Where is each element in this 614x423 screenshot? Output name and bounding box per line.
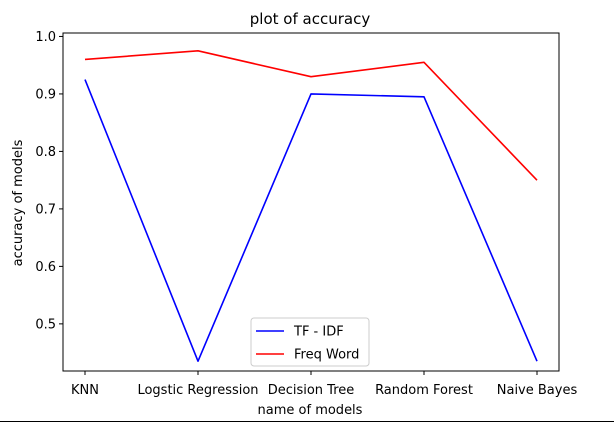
legend-label: Freq Word [294, 348, 359, 363]
x-tick-label: Decision Tree [268, 383, 355, 398]
series-line-tf-idf [84, 79, 538, 363]
y-tick-label: 0.8 [35, 145, 56, 160]
y-tick-label: 0.7 [35, 202, 56, 217]
window-bottom-edge [0, 421, 614, 422]
x-tick-label: KNN [71, 383, 99, 398]
y-axis-label: accuracy of models [11, 139, 26, 266]
x-tick-label: Naive Bayes [497, 383, 578, 398]
y-tick-label: 1.0 [35, 30, 56, 45]
x-tick-label: Random Forest [375, 383, 473, 398]
series-line-freq-word [84, 50, 538, 181]
legend-label: TF - IDF [293, 325, 344, 340]
plot-area: 0.5 0.6 0.7 0.8 0.9 1.0 KNN Logstic Regression D… [35, 30, 577, 398]
chart-title: plot of accuracy [250, 10, 371, 28]
y-tick-label: 0.5 [35, 317, 56, 332]
x-tick-label: Logstic Regression [137, 383, 258, 398]
x-axis-label: name of models [258, 403, 363, 418]
y-tick-label: 0.9 [35, 87, 56, 102]
y-tick-label: 0.6 [35, 260, 56, 275]
